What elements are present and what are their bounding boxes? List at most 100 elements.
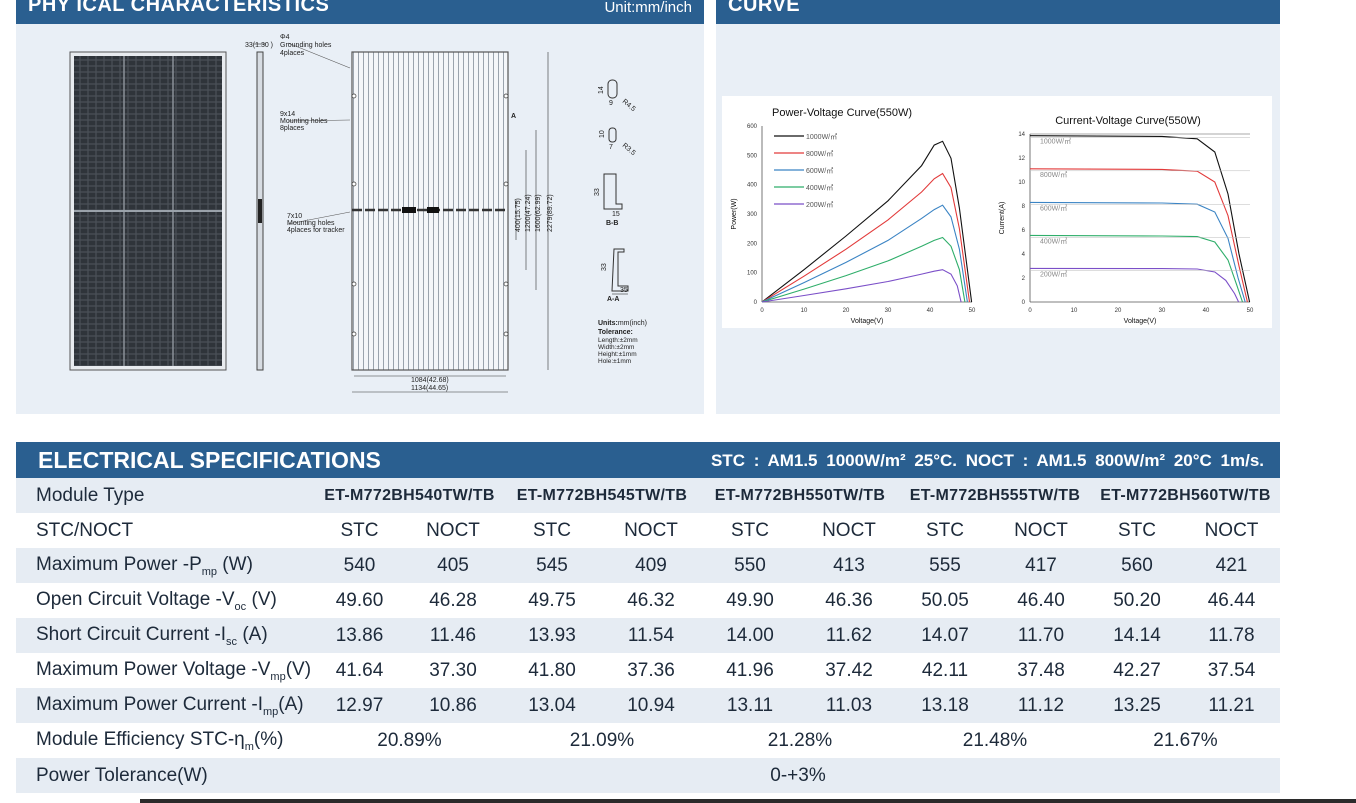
aa-height: 33 [601,263,608,271]
cell-value: 14.14 [1091,618,1183,653]
y-tick-label: 10 [1018,180,1025,186]
mounting-label-3: 8places [280,125,305,132]
stc-header: STC [731,519,769,541]
table-row: Maximum Power -Pmp (W) 540 405 545 409 550 413… [16,548,1280,583]
series-line-3 [761,204,968,303]
cell-value: 540 [316,548,403,583]
model-name: ET-M772BH555TW/TB [899,478,1091,513]
cell-value: 11.21 [1183,688,1280,723]
x-tick-label: 30 [885,308,892,314]
model-name: ET-M772BH560TW/TB [1091,478,1280,513]
y-tick-label: 300 [747,212,758,218]
physical-header: PHY ICAL CHARACTERISTICS Unit:mm/inch [16,0,704,24]
cell-value: 10.94 [601,688,701,723]
efficiency-value: 21.09% [569,729,635,751]
y-tick-label: 6 [1022,228,1026,234]
cell-value: 11.46 [403,618,503,653]
cell-value: 409 [601,548,701,583]
electrical-title: ELECTRICAL SPECIFICATIONS [38,447,381,473]
series-label: 800W/㎡ [1040,171,1067,179]
frame-section-aa: 33 35 A-A [601,248,629,303]
row-label: Maximum Power -Pmp (W) [16,548,316,583]
x-tick-label: 20 [843,308,850,314]
y-tick-label: 500 [747,153,758,159]
physical-drawing: 33(1.30 ) Φ4 Grounding holes 4places 9x1… [69,34,647,393]
curve-title: CURVE [728,0,801,16]
table-row: Short Circuit Current -Isc (A) 13.86 11.46… [16,618,1280,653]
dim-1600: 1600(62.99) [535,194,542,232]
tracker-label-2: Mounting holes [287,220,335,227]
x-tick-label: 10 [801,308,808,314]
cell-value: 37.48 [1017,659,1065,681]
row-label: Maximum Power Voltage -Vmp(V) [36,658,312,683]
cell-value: 405 [403,548,503,583]
dim-1134: 1134(44.65) [411,385,448,392]
chart-area: Power-Voltage Curve(550W) 0 10 20 30 40 50 0 100… [722,96,1272,328]
chart-title: Current-Voltage Curve(550W) [1055,115,1201,127]
hole2-height: 10 [599,130,606,138]
cell-value: 42.11 [921,659,969,681]
noct-header: NOCT [426,519,480,541]
section-aa-label: A-A [607,296,619,303]
series-line-2 [1029,168,1248,303]
y-tick-label: 0 [1022,300,1026,306]
y-tick-label: 400 [747,183,758,189]
dim-400: 400(15.75) [515,198,522,232]
cell-value: 37.36 [627,659,675,681]
cell-value: 13.86 [316,618,403,653]
hole-details: 14 9 R4.5 10 7 R3.5 [598,79,637,157]
series-label: 400W/㎡ [1040,237,1067,245]
curve-panel: CURVE Power-Voltage Curve(550W) 0 10 20 30 40… [716,0,1280,414]
stc-header: STC [926,519,964,541]
section-a-marker: A [511,113,516,120]
physical-panel: PHY ICAL CHARACTERISTICS Unit:mm/inch [16,0,704,414]
cell-value: 10.86 [403,688,503,723]
cell-value: 13.93 [503,618,601,653]
mounting-label-2: Mounting holes [280,118,328,125]
cell-value: 11.12 [991,688,1091,723]
tolerance-length: Length:±2mm [598,337,638,344]
y-tick-label: 8 [1022,204,1026,210]
efficiency-value: 21.67% [1153,729,1218,751]
efficiency-value: 21.48% [962,729,1028,751]
x-tick-label: 50 [969,308,976,314]
module-back-view: Φ4 Grounding holes 4places 9x14 Mounting… [280,34,554,393]
x-tick-label: 0 [1028,308,1032,314]
cell-value: 421 [1183,548,1280,583]
cell-value: 11.62 [799,618,899,653]
cell-value: 46.44 [1207,589,1256,611]
stc-noct-row: STC/NOCT STC NOCT STC NOCT STC NOCT STC NOCT STC N… [16,513,1280,548]
tracker-label-1: 7x10 [287,213,302,220]
legend-entry: 400W/㎡ [806,184,833,192]
cell-value: 41.64 [335,659,384,681]
cell-value: 37.30 [429,659,477,681]
power-tolerance-value: 0-+3% [316,758,1280,793]
cell-value: 42.27 [1113,659,1161,681]
cell-value: 13.18 [899,688,991,723]
hole2-radius: R3.5 [621,142,637,157]
stc-header: STC [1118,519,1156,541]
stc-header: STC [533,519,571,541]
x-tick-label: 10 [1071,308,1078,314]
cell-value: 50.05 [921,589,969,611]
hole2-width: 7 [609,144,613,151]
series-label: 200W/㎡ [1040,270,1067,278]
dim-1084: 1084(42.68) [411,377,449,384]
y-tick-label: 600 [747,124,758,130]
physical-title: PHY ICAL CHARACTERISTICS [28,0,330,16]
cell-value: 545 [503,548,601,583]
tolerance-hole: Hole:±1mm [598,358,631,365]
y-tick-label: 4 [1022,252,1026,258]
module-type-label: Module Type [16,478,316,513]
dim-1200: 1200(47.24) [525,194,532,232]
units-value: mm(inch) [618,320,647,327]
legend-entry: 800W/㎡ [806,150,833,158]
cell-value: 555 [899,548,991,583]
efficiency-row: Module Efficiency STC-ηm(%) 20.89% 21.09% 2… [16,723,1280,758]
grounding-label-1: Φ4 [280,34,290,41]
series-label: 1000W/㎡ [1040,138,1071,146]
cell-value: 46.28 [429,589,477,611]
electrical-table: Module Type ET-M772BH540TW/TB ET-M772BH545… [16,478,1280,793]
mounting-label-1: 9x14 [280,111,295,118]
hole1-width: 9 [609,100,613,107]
